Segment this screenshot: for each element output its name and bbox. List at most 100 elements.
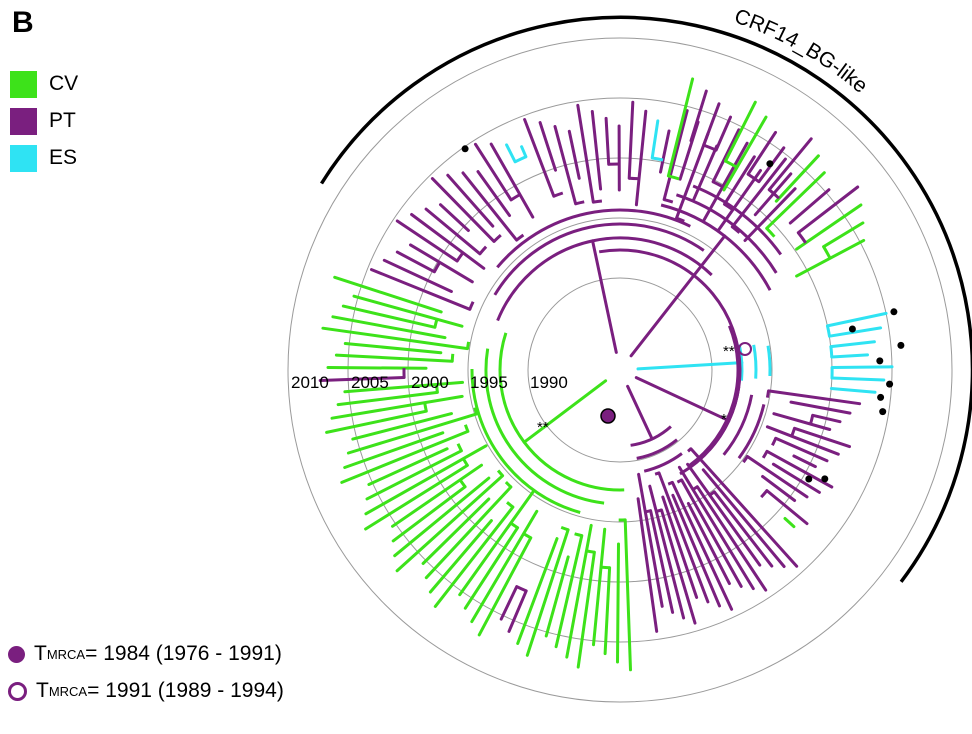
es-cluster-stem — [636, 361, 744, 371]
cv-large-tip-branch — [326, 366, 428, 370]
pt-right-tip-branch — [761, 475, 797, 502]
cv-large-cherry-arc — [458, 479, 467, 488]
pt-main-tip-branch — [538, 121, 557, 172]
tip-marker-dot — [877, 393, 885, 401]
cv-top-tip-branch — [722, 115, 768, 192]
cv-top-tip-branch — [774, 154, 820, 203]
pt-main-tip-branch — [474, 142, 513, 202]
es-cluster-tip-branch — [830, 365, 894, 369]
pt-main-cherry-arc — [675, 216, 685, 223]
legend-item-es: ES — [10, 144, 77, 172]
tip-marker-dot — [879, 408, 887, 416]
pt-main-tip-branch — [382, 258, 453, 293]
es-cluster-cherry-arc — [826, 325, 831, 337]
cv-large-tip-branch — [391, 485, 467, 543]
cv-large-tip-branch — [424, 485, 513, 580]
cv-top-cherry-arc — [765, 227, 776, 238]
pt-main-cherry-arc — [510, 193, 521, 202]
pt-main-tip-branch — [702, 141, 749, 222]
legend-label-pt: PT — [49, 109, 76, 132]
ring-label-1995: 1995 — [470, 373, 508, 392]
cv-large-tip-branch — [516, 537, 559, 645]
cv-top-cherry-arc — [797, 231, 807, 244]
pt-main-cherry-arc — [712, 180, 724, 189]
cv-large-tip-branch — [346, 412, 479, 455]
cv-large-tip-branch — [525, 528, 570, 657]
pt-bottom-cherry-arc — [645, 509, 651, 514]
cv-large-cherry-arc — [473, 407, 479, 415]
pt-main-tip-branch — [410, 213, 486, 270]
tmrca-root-subscript: MRCA — [46, 646, 86, 662]
cv-large-tip-branch — [343, 431, 445, 469]
pt-main-cherry-arc — [433, 261, 441, 273]
cv-top-stem — [629, 234, 727, 358]
cv-large-tip-branch — [330, 394, 464, 420]
tip-marker-dot — [876, 357, 884, 365]
cv-large-tip-branch — [428, 519, 493, 594]
tmrca-root: T MRCA = 1984 (1976 - 1991) — [8, 642, 282, 666]
cv-large-internal-arc — [470, 368, 581, 514]
tip-marker-dot — [890, 308, 898, 316]
pt-main-tip-branch — [439, 203, 470, 232]
cv-large-cherry-arc — [433, 318, 439, 328]
cv-large-tip-branch — [343, 342, 443, 355]
cv-top-tip-branch — [702, 102, 721, 147]
pt-bottom-cherry-arc — [654, 471, 660, 476]
pt-main-cherry-arc — [651, 156, 664, 162]
cv-large-tip-branch — [334, 353, 454, 363]
cv-top-internal-arc — [692, 184, 783, 256]
clade-label: CRF14_BG-like — [731, 5, 871, 98]
cv-large-cherry-arc — [504, 481, 512, 489]
tip-markers — [461, 145, 905, 483]
pt-main-stem — [591, 239, 618, 354]
pt-right-internal-arc — [722, 394, 754, 456]
cv-top-cherry-arc — [724, 159, 738, 169]
es-cluster-tip-branch — [829, 340, 876, 349]
pt-main-tip-branch — [505, 143, 517, 164]
ring-label-2010: 2010 — [291, 373, 329, 392]
legend-swatch-es — [10, 144, 37, 172]
cv-top-tip-branch — [689, 89, 708, 143]
cv-large-tip-branch — [458, 490, 535, 597]
pt-main-cherry-arc — [575, 200, 585, 206]
cv-large-cherry-arc — [522, 532, 532, 540]
pt-right-cherry-arc — [742, 455, 749, 464]
time-ring-2010 — [287, 37, 953, 703]
pt-main-tip-branch — [409, 243, 474, 284]
pt-main-cherry-arc — [492, 233, 502, 243]
legend-item-cv: CV — [10, 70, 78, 98]
pt-bottom-tip-branch — [670, 480, 734, 611]
pt-bottom-cherry-arc — [676, 478, 683, 484]
tip-marker-dot — [461, 145, 469, 153]
cv-large-cherry-arc — [586, 549, 595, 554]
tmrca-clade-symbol: T — [36, 679, 49, 702]
pt-bottom-cherry-arc — [692, 485, 699, 491]
tip-marker-dot — [897, 341, 905, 349]
pt-right-cherry-arc — [761, 450, 769, 459]
cv-large-tip-branch — [576, 550, 596, 669]
pt-right-tip-branch — [745, 455, 809, 499]
clade-arc — [320, 15, 972, 583]
pt-bottom-cherry-arc — [667, 481, 674, 486]
pt-right-tip-branch — [793, 426, 851, 449]
cv-top-cherry-arc — [747, 172, 760, 183]
tmrca-clade-subscript: MRCA — [48, 683, 88, 699]
pt-bottom-internal-arc — [636, 438, 678, 460]
time-ring-1990 — [527, 277, 713, 463]
cv-top-internal-arc — [675, 193, 778, 274]
cv-large-cherry-arc — [435, 384, 439, 393]
pt-main-cherry-arc — [468, 301, 475, 310]
cv-top-tip-branch — [822, 221, 865, 249]
pt-bottom-tip-branch — [695, 485, 768, 592]
cv-large-cherry-arc — [600, 565, 610, 570]
pt-bottom-tip-branch — [677, 465, 755, 591]
cv-large-cherry-arc — [466, 341, 471, 349]
legend-label-cv: CV — [49, 72, 79, 95]
pt-bottom-tip-branch — [671, 493, 721, 608]
legend-swatch-pt — [10, 107, 37, 135]
cv-top-tip-branch — [796, 185, 860, 235]
cv-top-tip-branch — [795, 203, 863, 251]
cv-large-stem — [522, 379, 608, 444]
tip-marker-dot — [886, 380, 894, 388]
cv-large-tip-branch — [477, 536, 533, 637]
